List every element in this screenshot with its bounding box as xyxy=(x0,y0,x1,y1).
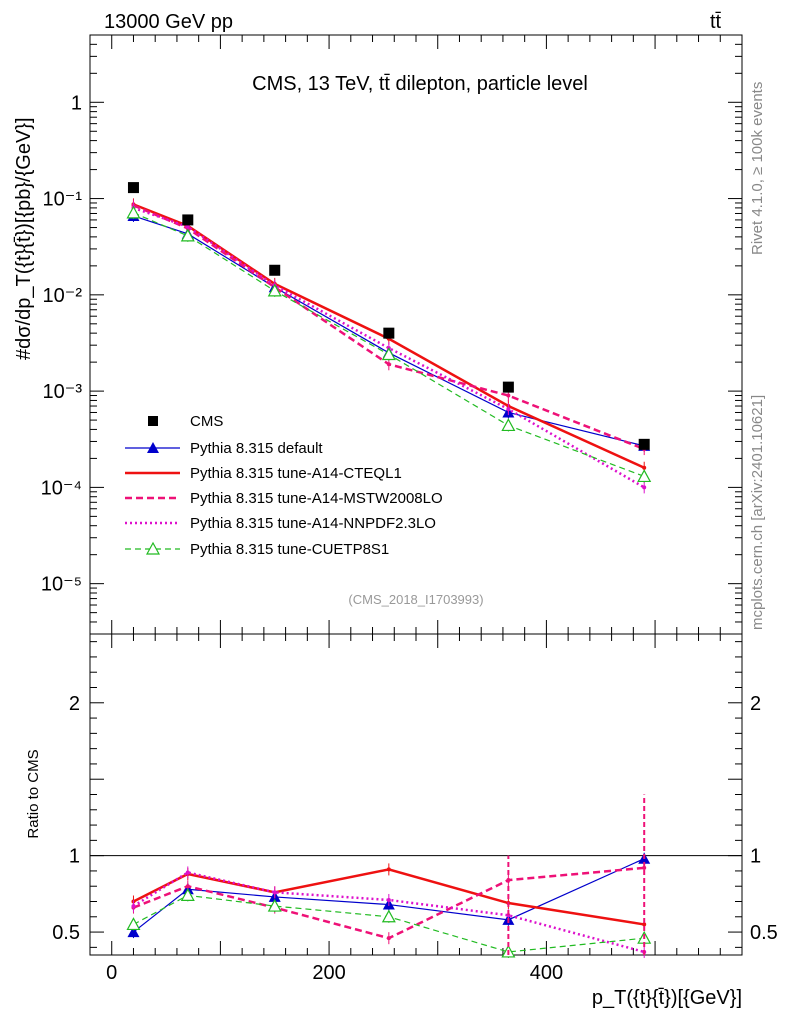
ratio-line-pythia-8-315-tune-a14-cteql1 xyxy=(132,868,645,926)
main-point-pythia-8-315-tune-cuetp8s1 xyxy=(180,228,195,242)
rivet-label: Rivet 4.1.0, ≥ 100k events xyxy=(749,82,766,255)
ratio-axis-ticks: 0.5 0.5 1 1 2 2 0 200 400 xyxy=(52,634,778,984)
ratio-y-axis-title: Ratio to CMS xyxy=(25,749,42,838)
y-tick-label: 10⁻³ xyxy=(43,381,83,403)
legend-label-mstw: Pythia 8.315 tune-A14-MSTW2008LO xyxy=(190,490,443,507)
main-point-pythia-8-315-tune-a14-nnpdf2-3lo xyxy=(185,224,190,229)
main-point-pythia-8-315-tune-cuetp8s1 xyxy=(637,469,652,483)
main-line-pythia-8-315-tune-cuetp8s1 xyxy=(133,212,645,477)
ratio-point-pythia-8-315-tune-a14-nnpdf2-3lo xyxy=(272,890,277,895)
ratio-y-tick-label: 1 xyxy=(69,846,80,868)
main-line-pythia-8-315-tune-a14-mstw2008lo xyxy=(132,204,645,451)
ratio-point-pythia-8-315-tune-a14-nnpdf2-3lo xyxy=(131,904,136,909)
ratio-y-tick-label-right: 1 xyxy=(750,846,761,868)
legend-label-cteql1: Pythia 8.315 tune-A14-CTEQL1 xyxy=(190,465,402,482)
ratio-line-pythia-8-315-tune-a14-nnpdf2-3lo xyxy=(132,871,645,954)
ratio-point-pythia-8-315-tune-a14-mstw2008lo xyxy=(386,936,391,941)
legend-entry-cuetp8s1: Pythia 8.315 tune-CUETP8S1 xyxy=(125,541,389,558)
process-label: tt̄ xyxy=(710,11,722,33)
ratio-point-pythia-8-315-tune-cuetp8s1 xyxy=(267,898,282,912)
ratio-point-pythia-8-315-tune-a14-cteql1 xyxy=(386,867,391,872)
main-line-pythia-8-315-default xyxy=(133,215,645,447)
ratio-y-tick-label: 2 xyxy=(69,693,80,715)
main-point-pythia-8-315-tune-a14-nnpdf2-3lo xyxy=(642,485,647,490)
main-point-pythia-8-315-tune-a14-nnpdf2-3lo xyxy=(506,407,511,412)
cms-data-point xyxy=(127,182,139,194)
ratio-line-pythia-8-315-tune-cuetp8s1 xyxy=(133,894,645,953)
main-point-pythia-8-315-tune-cuetp8s1 xyxy=(267,283,282,297)
analysis-tag: (CMS_2018_I1703993) xyxy=(348,592,483,607)
y-tick-label: 10⁻⁴ xyxy=(41,477,82,499)
cms-data-point xyxy=(502,381,514,393)
legend-marker-default xyxy=(147,442,159,453)
cms-data-point xyxy=(182,214,194,226)
ratio-point-pythia-8-315-tune-a14-mstw2008lo xyxy=(185,884,190,889)
ratio-y-tick-label-right: 0.5 xyxy=(750,922,778,944)
cms-data-point xyxy=(383,327,395,339)
main-panel-frame xyxy=(89,34,743,635)
cms-data-point xyxy=(638,438,650,450)
main-point-pythia-8-315-tune-a14-cteql1 xyxy=(642,465,647,470)
ratio-point-pythia-8-315-tune-a14-nnpdf2-3lo xyxy=(386,897,391,902)
main-point-pythia-8-315-tune-a14-mstw2008lo xyxy=(506,393,511,398)
legend-entry-default: Pythia 8.315 default xyxy=(125,440,323,457)
legend-entry-cteql1: Pythia 8.315 tune-A14-CTEQL1 xyxy=(125,465,402,482)
main-y-axis-title: #dσ/dp_T({t}{t̄})[{pb}/{GeV}] xyxy=(13,117,35,360)
ratio-y-tick-label: 0.5 xyxy=(52,922,80,944)
ratio-point-pythia-8-315-tune-cuetp8s1 xyxy=(381,909,396,923)
legend-label-nnpdf: Pythia 8.315 tune-A14-NNPDF2.3LO xyxy=(190,515,436,532)
legend-entry-cms: CMS xyxy=(148,413,223,430)
cms-data-point xyxy=(269,264,281,276)
legend: CMS Pythia 8.315 default Pythia 8.315 tu… xyxy=(125,413,443,558)
main-axis-ticks: 1 10⁻¹ 10⁻² 10⁻³ 10⁻⁴ 10⁻⁵ xyxy=(41,34,742,635)
legend-label-cuetp8s1: Pythia 8.315 tune-CUETP8S1 xyxy=(190,541,389,558)
ratio-series-group xyxy=(126,794,652,958)
main-point-pythia-8-315-tune-cuetp8s1 xyxy=(381,347,396,361)
ratio-point-pythia-8-315-tune-cuetp8s1 xyxy=(180,888,195,901)
legend-label-cms: CMS xyxy=(190,413,223,430)
x-tick-label: 0 xyxy=(106,962,117,984)
legend-entry-nnpdf: Pythia 8.315 tune-A14-NNPDF2.3LO xyxy=(125,515,436,532)
x-tick-label: 200 xyxy=(312,962,345,984)
ratio-line-pythia-8-315-default xyxy=(133,858,645,933)
y-tick-label: 10⁻² xyxy=(43,285,83,307)
mcplots-label: mcplots.cern.ch [arXiv:2401.10621] xyxy=(749,395,766,630)
ratio-point-pythia-8-315-tune-cuetp8s1 xyxy=(126,917,141,931)
x-tick-label: 400 xyxy=(530,962,563,984)
legend-marker-cms xyxy=(148,416,158,426)
y-tick-label: 10⁻¹ xyxy=(43,189,83,211)
chart-title: CMS, 13 TeV, tt̄ dilepton, particle leve… xyxy=(252,73,588,95)
legend-marker-cuetp8s1 xyxy=(145,541,161,555)
legend-label-default: Pythia 8.315 default xyxy=(190,440,323,457)
main-point-pythia-8-315-tune-cuetp8s1 xyxy=(501,418,516,432)
x-axis-title: p_T({t}{t̄})[{GeV}] xyxy=(592,987,742,1009)
ratio-line-pythia-8-315-tune-a14-mstw2008lo xyxy=(133,866,645,940)
ratio-y-tick-label-right: 2 xyxy=(750,693,761,715)
legend-entry-mstw: Pythia 8.315 tune-A14-MSTW2008LO xyxy=(125,490,443,507)
y-tick-label: 10⁻⁵ xyxy=(41,574,82,596)
main-series-group xyxy=(126,182,652,494)
main-point-pythia-8-315-tune-cuetp8s1 xyxy=(126,205,141,219)
main-line-pythia-8-315-tune-a14-cteql1 xyxy=(133,203,645,469)
ratio-point-pythia-8-315-tune-a14-nnpdf2-3lo xyxy=(185,870,190,875)
energy-label: 13000 GeV pp xyxy=(104,11,233,33)
ratio-point-pythia-8-315-default xyxy=(127,926,140,938)
y-tick-label: 1 xyxy=(71,92,82,114)
main-point-pythia-8-315-tune-a14-mstw2008lo xyxy=(386,362,391,367)
ratio-point-pythia-8-315-tune-a14-cteql1 xyxy=(642,922,647,927)
